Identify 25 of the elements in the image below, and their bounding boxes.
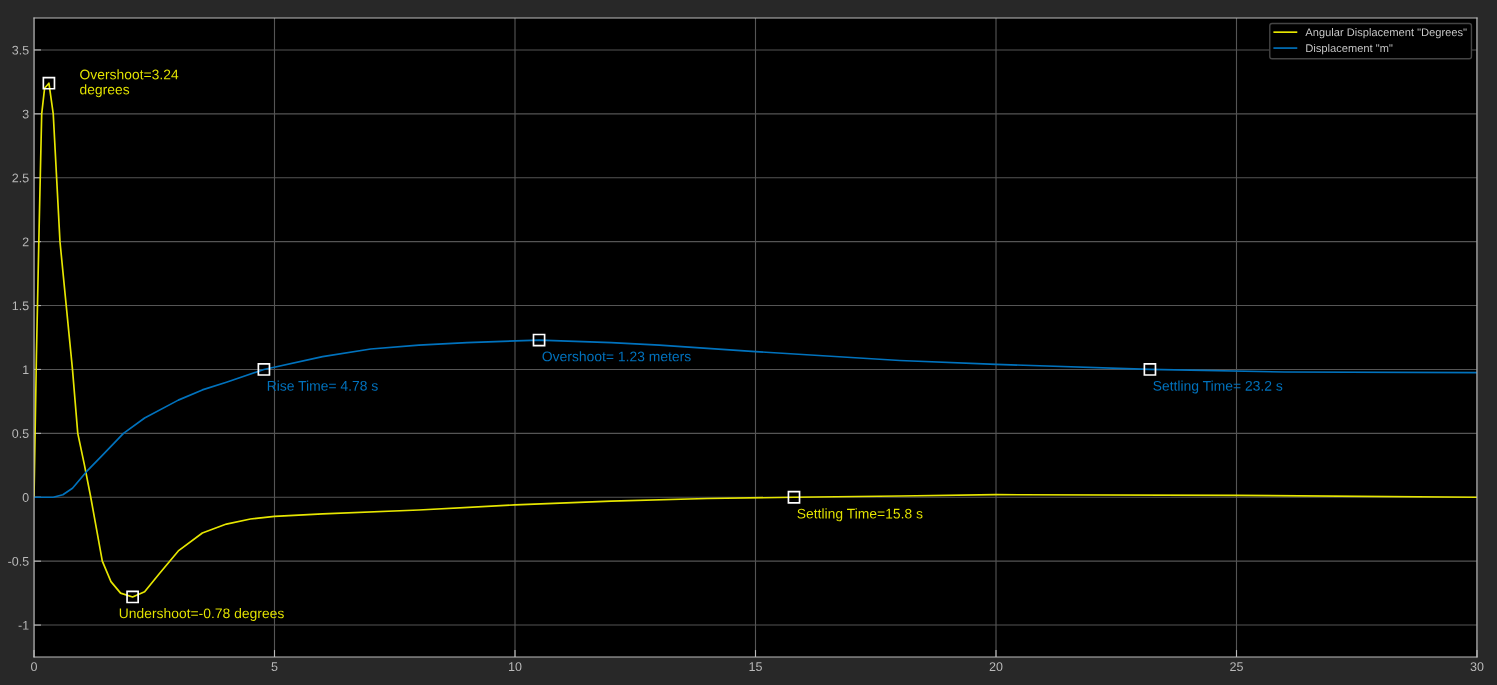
y-tick-label: -1 (18, 620, 29, 630)
x-tick-label: 15 (749, 662, 762, 672)
y-tick-label: 1.5 (12, 301, 29, 311)
y-tick-label: 2.5 (12, 173, 29, 183)
y-tick-label: 0 (22, 493, 29, 502)
y-tick-label: 3 (22, 109, 29, 119)
y-tick-label: 3.5 (12, 45, 29, 55)
annotation: Overshoot=3.24 degrees (80, 69, 179, 98)
annotation: Overshoot= 1.23 meters (542, 351, 691, 362)
legend-label: Displacement "m" (1306, 43, 1393, 55)
x-tick-label: 5 (271, 662, 278, 672)
legend-label: Angular Displacement "Degrees" (1305, 28, 1467, 39)
x-tick-label: 10 (509, 662, 522, 672)
x-tick-label: 20 (989, 662, 1003, 672)
annotation: Settling Time=15.8 s (797, 508, 923, 522)
annotation: Rise Time= 4.78 s (267, 380, 378, 391)
x-tick-label: 0 (31, 662, 37, 672)
x-tick-label: 25 (1230, 662, 1243, 672)
x-tick-label: 30 (1470, 662, 1484, 672)
y-tick-label: 0.5 (12, 429, 29, 438)
y-tick-label: 1 (23, 365, 29, 374)
y-tick-label: -0.5 (8, 556, 29, 566)
y-tick-label: 2 (22, 237, 29, 247)
annotation: Settling Time= 23.2 s (1153, 380, 1283, 394)
annotation: Undershoot=-0.78 degrees (119, 608, 284, 621)
